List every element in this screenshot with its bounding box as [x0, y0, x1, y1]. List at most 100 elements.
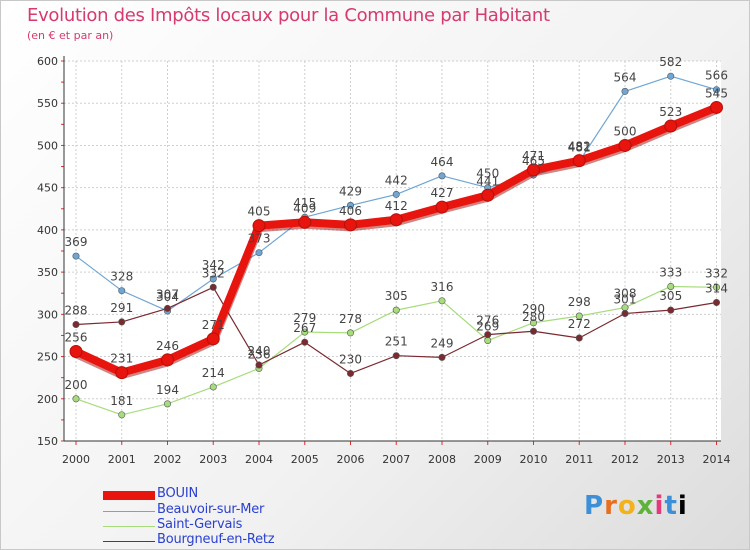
data-point-saint-gervais	[667, 282, 675, 290]
data-label-bouin: 406	[339, 204, 362, 218]
x-tick-label: 2006	[337, 453, 365, 466]
data-label-saint-gervais: 269	[476, 320, 499, 334]
data-point-beauvoir-sur-mer	[438, 172, 446, 180]
y-tick-label: 250	[37, 351, 58, 364]
y-tick-label: 500	[37, 139, 58, 152]
data-point-bourgneuf-en-retz	[575, 334, 583, 342]
logo-letter: x	[636, 491, 655, 521]
data-point-bourgneuf-en-retz	[438, 353, 446, 361]
data-point-saint-gervais	[575, 312, 583, 320]
data-point-saint-gervais	[712, 283, 720, 291]
data-label-bourgneuf-en-retz: 305	[659, 289, 682, 303]
data-label-saint-gervais: 308	[614, 287, 637, 301]
data-label-bourgneuf-en-retz: 314	[705, 282, 728, 296]
data-label-beauvoir-sur-mer: 566	[705, 69, 728, 83]
data-label-bouin: 409	[293, 201, 316, 215]
data-label-bouin: 405	[248, 205, 271, 219]
y-tick-label: 550	[37, 97, 58, 110]
data-point-beauvoir-sur-mer	[209, 275, 217, 283]
data-point-bourgneuf-en-retz	[529, 327, 537, 335]
data-label-saint-gervais: 290	[522, 302, 545, 316]
data-point-bouin	[618, 138, 632, 152]
data-label-beauvoir-sur-mer: 415	[293, 196, 316, 210]
data-label-saint-gervais: 316	[431, 280, 454, 294]
data-point-saint-gervais	[438, 297, 446, 305]
data-label-bouin: 412	[385, 199, 408, 213]
proxiti-logo: Proxiti	[584, 491, 688, 521]
data-label-saint-gervais: 214	[202, 366, 225, 380]
x-tick-label: 2002	[154, 453, 182, 466]
data-point-saint-gervais	[392, 306, 400, 314]
data-label-beauvoir-sur-mer: 304	[156, 290, 179, 304]
data-label-saint-gervais: 278	[339, 312, 362, 326]
data-label-bourgneuf-en-retz: 276	[476, 314, 499, 328]
data-label-saint-gervais: 305	[385, 289, 408, 303]
x-tick-label: 2003	[199, 453, 227, 466]
y-tick-label: 400	[37, 224, 58, 237]
data-label-beauvoir-sur-mer: 481	[568, 140, 591, 154]
data-point-bourgneuf-en-retz	[118, 318, 126, 326]
chart-subtitle: (en € et par an)	[27, 29, 114, 42]
data-point-beauvoir-sur-mer	[255, 249, 263, 257]
logo-letter: r	[604, 491, 618, 521]
legend-swatch-bourgneuf-en-retz	[103, 541, 155, 542]
legend-swatch-beauvoir-sur-mer	[103, 511, 155, 512]
x-tick-label: 2010	[520, 453, 548, 466]
data-point-bouin	[161, 353, 174, 367]
data-point-bouin	[69, 344, 83, 358]
data-point-bouin	[115, 366, 129, 380]
data-label-bouin: 441	[476, 174, 499, 188]
data-label-saint-gervais: 181	[110, 394, 133, 408]
y-tick-label: 350	[37, 266, 58, 279]
data-label-bourgneuf-en-retz: 240	[248, 344, 271, 358]
data-label-bourgneuf-en-retz: 301	[614, 292, 637, 306]
legend-label-bouin: BOUIN	[157, 486, 198, 501]
data-labels: 369 328 304 342 373 415 429 442 464 450 465 481 564 5…	[65, 55, 728, 408]
legend-label-saint-gervais: Saint-Gervais	[157, 517, 243, 532]
data-label-bourgneuf-en-retz: 251	[385, 335, 408, 349]
series-lines	[69, 72, 723, 419]
data-label-bouin: 482	[568, 140, 591, 154]
data-point-saint-gervais	[72, 395, 80, 403]
x-tick-label: 2005	[291, 453, 319, 466]
data-point-bourgneuf-en-retz	[346, 369, 354, 377]
data-label-bourgneuf-en-retz: 230	[339, 352, 362, 366]
data-label-bouin: 271	[202, 318, 225, 332]
data-point-saint-gervais	[529, 319, 537, 327]
logo-letter: o	[617, 491, 637, 521]
data-label-beauvoir-sur-mer: 465	[522, 154, 545, 168]
legend-label-bourgneuf-en-retz: Bourgneuf-en-Retz	[157, 532, 275, 547]
data-label-saint-gervais: 298	[568, 295, 591, 309]
x-tick-label: 2004	[245, 453, 273, 466]
data-point-beauvoir-sur-mer	[667, 72, 675, 80]
legend-swatch-saint-gervais	[103, 526, 155, 527]
x-tick-label: 2007	[382, 453, 410, 466]
data-point-saint-gervais	[209, 383, 217, 391]
data-label-saint-gervais: 194	[156, 383, 179, 397]
data-label-beauvoir-sur-mer: 328	[110, 270, 133, 284]
data-point-beauvoir-sur-mer	[346, 201, 354, 209]
data-label-saint-gervais: 236	[248, 347, 271, 361]
data-label-saint-gervais: 332	[705, 266, 728, 280]
data-point-bouin	[252, 219, 266, 233]
logo-letter: P	[584, 491, 605, 521]
data-point-saint-gervais	[346, 329, 354, 337]
data-point-bourgneuf-en-retz	[484, 331, 492, 339]
data-point-bourgneuf-en-retz	[301, 338, 309, 346]
data-label-bouin: 246	[156, 339, 179, 353]
x-tick-label: 2011	[565, 453, 593, 466]
logo-letter: i	[677, 491, 688, 521]
y-tick-label: 200	[37, 393, 58, 406]
data-point-bouin	[344, 218, 357, 232]
data-label-beauvoir-sur-mer: 564	[614, 70, 637, 84]
data-label-beauvoir-sur-mer: 373	[248, 232, 271, 246]
data-point-bouin	[435, 200, 449, 214]
data-label-beauvoir-sur-mer: 442	[385, 173, 408, 187]
data-point-bourgneuf-en-retz	[392, 352, 400, 360]
data-label-bourgneuf-en-retz: 267	[293, 321, 316, 335]
data-point-bourgneuf-en-retz	[255, 361, 263, 369]
data-point-beauvoir-sur-mer	[621, 87, 629, 95]
x-tick-label: 2009	[474, 453, 502, 466]
